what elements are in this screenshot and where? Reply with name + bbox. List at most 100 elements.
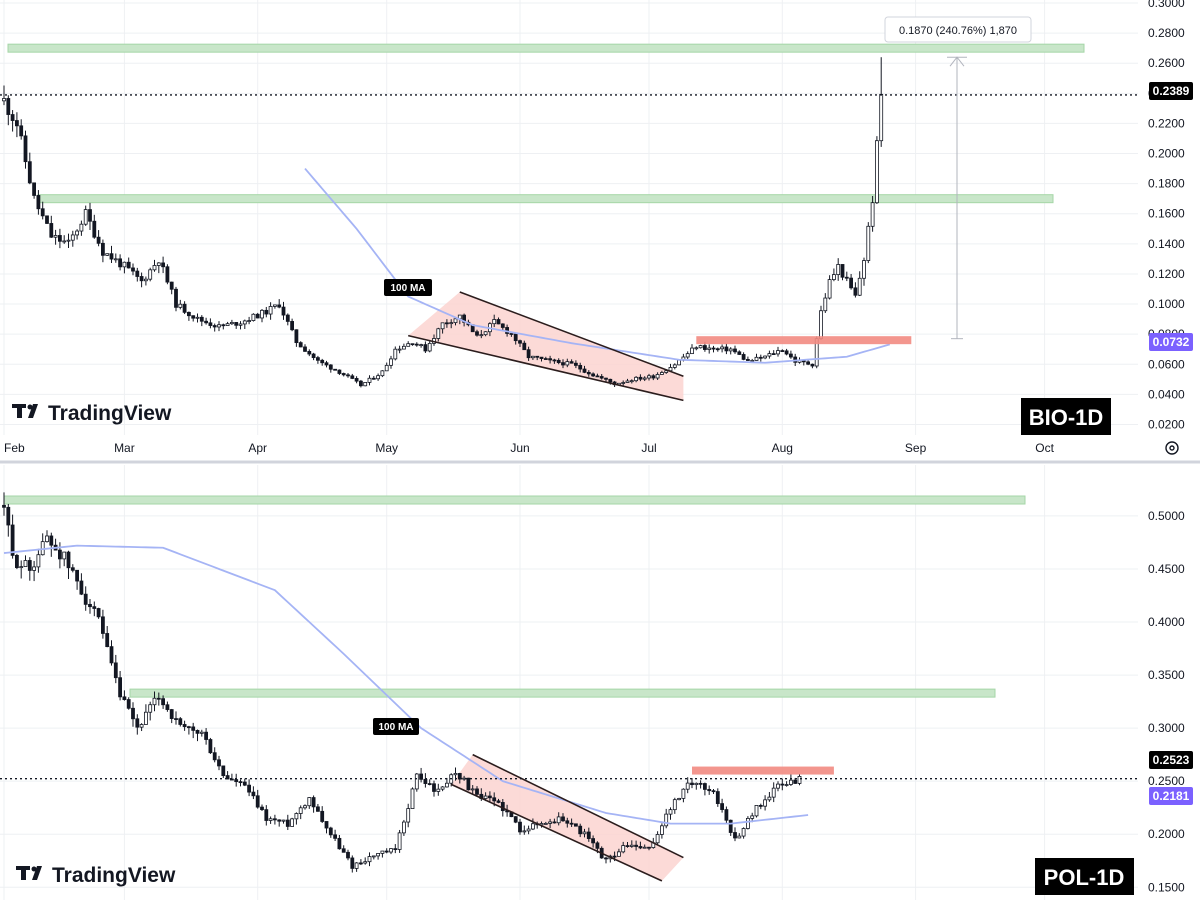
candle-body — [234, 322, 239, 326]
candle-body — [174, 288, 178, 308]
candle-body — [122, 696, 127, 700]
candle-body — [767, 796, 772, 801]
svg-text:0.2181: 0.2181 — [1153, 789, 1190, 803]
candle-body — [96, 608, 101, 618]
falling-wedge-area — [408, 292, 684, 401]
candle-body — [105, 633, 110, 648]
candle-body — [208, 322, 213, 326]
candle-body — [234, 779, 239, 783]
candle-body — [793, 779, 798, 784]
candle-body — [62, 551, 67, 560]
candle-body — [668, 809, 673, 815]
candle-body — [638, 846, 643, 849]
pol-zones — [3, 495, 1026, 881]
candle-body — [10, 114, 15, 121]
candle-body — [255, 795, 260, 808]
candle-body — [333, 834, 338, 839]
candle-body — [225, 775, 230, 780]
candle-body — [298, 342, 303, 348]
candle-body — [45, 215, 49, 224]
gear-icon[interactable] — [1165, 441, 1179, 455]
candle-body — [307, 350, 312, 355]
candle-body — [728, 348, 733, 352]
candle-body — [642, 377, 647, 380]
candle-body — [148, 269, 153, 280]
candle-body — [784, 784, 789, 786]
svg-text:0.0732: 0.0732 — [1153, 335, 1190, 349]
candle-body — [277, 304, 282, 308]
candle-body — [2, 504, 6, 508]
candle-body — [746, 359, 750, 361]
candle-body — [677, 359, 681, 366]
candle-body — [294, 813, 299, 820]
candle-body — [823, 297, 828, 312]
candle-body — [741, 354, 746, 360]
candle-body — [208, 739, 213, 754]
candle-body — [195, 729, 200, 734]
candle-body — [199, 731, 204, 734]
candle-body — [36, 554, 41, 568]
candle-body — [346, 851, 350, 859]
candle-body — [346, 374, 350, 377]
candle-body — [690, 782, 694, 786]
candle-body — [539, 823, 544, 826]
candle-body — [419, 344, 424, 347]
candle-body — [444, 782, 449, 788]
candle-body — [737, 835, 742, 839]
candle-body — [698, 345, 703, 349]
candle-body — [182, 303, 187, 313]
candle-body — [152, 697, 157, 706]
candle-body — [225, 323, 230, 326]
candle-body — [758, 356, 763, 359]
candle-body — [53, 235, 58, 238]
candle-body — [281, 306, 286, 316]
candle-body — [810, 363, 815, 367]
candle-body — [251, 313, 256, 321]
candle-body — [655, 374, 660, 379]
candle-body — [604, 857, 608, 860]
candle-body — [681, 788, 686, 799]
candle-body — [586, 831, 591, 839]
candle-body — [393, 348, 398, 360]
falling-wedge-area — [451, 754, 684, 881]
candle-body — [260, 309, 264, 319]
price-tick-label: 0.0600 — [1148, 357, 1185, 371]
candle-body — [101, 242, 105, 256]
candle-body — [337, 837, 342, 850]
candle-body — [844, 276, 849, 279]
candle-body — [595, 842, 600, 849]
candle-body — [492, 319, 497, 325]
candle-body — [487, 795, 492, 799]
candle-body — [711, 347, 716, 350]
candle-body — [440, 322, 445, 330]
candle-body — [191, 726, 196, 731]
candle-body — [186, 726, 191, 729]
candle-body — [509, 333, 514, 335]
candle-body — [715, 791, 720, 804]
candle-body — [500, 323, 505, 328]
price-tick-label: 0.2800 — [1148, 26, 1185, 40]
candle-body — [272, 818, 277, 821]
candle-body — [143, 711, 148, 725]
candle-body — [565, 361, 570, 366]
wedge-upper-line — [459, 291, 684, 378]
price-tick-label: 0.1000 — [1148, 297, 1185, 311]
candle-body — [819, 310, 823, 340]
wedge-upper-line — [472, 753, 684, 859]
candle-body — [457, 773, 462, 780]
candle-body — [724, 346, 729, 352]
candle-body — [79, 580, 84, 595]
candle-body — [634, 844, 638, 847]
candle-body — [535, 355, 540, 358]
candle-body — [6, 98, 11, 115]
candle-body — [771, 787, 776, 798]
candle-body — [401, 821, 406, 834]
candle-body — [685, 353, 690, 358]
time-tick-label: Mar — [114, 441, 135, 455]
candle-body — [784, 350, 789, 355]
candle-body — [92, 606, 97, 609]
candle-body — [105, 253, 110, 256]
candle-body — [522, 342, 527, 351]
candle-body — [371, 855, 376, 858]
candle-body — [758, 805, 763, 807]
